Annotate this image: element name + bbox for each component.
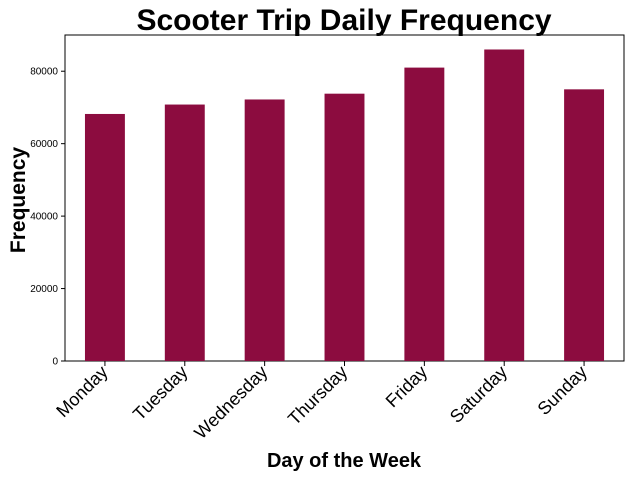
x-tick-label: Thursday (284, 362, 351, 429)
chart-title: Scooter Trip Daily Frequency (136, 4, 551, 37)
x-tick-label: Saturday (446, 362, 511, 427)
x-tick-label: Monday (52, 362, 111, 421)
y-tick-label: 40000 (30, 212, 58, 223)
x-axis-label: Day of the Week (267, 450, 422, 472)
x-tick-label: Sunday (534, 362, 591, 419)
y-tick-label: 80000 (30, 67, 58, 78)
y-tick-label: 20000 (30, 284, 58, 295)
bar-wednesday (244, 99, 285, 361)
bar-saturday (484, 49, 525, 361)
bar-sunday (564, 89, 605, 361)
x-tick-label: Friday (382, 362, 432, 412)
y-axis-label: Frequency (7, 147, 30, 254)
bar-friday (404, 67, 445, 361)
bar-thursday (324, 93, 365, 362)
bar-tuesday (164, 104, 205, 362)
x-tick-label: Wednesday (190, 362, 271, 443)
x-tick-label: Tuesday (129, 362, 191, 424)
y-tick-label: 0 (52, 357, 58, 368)
y-tick-label: 60000 (30, 139, 58, 150)
bar-monday (84, 113, 125, 361)
